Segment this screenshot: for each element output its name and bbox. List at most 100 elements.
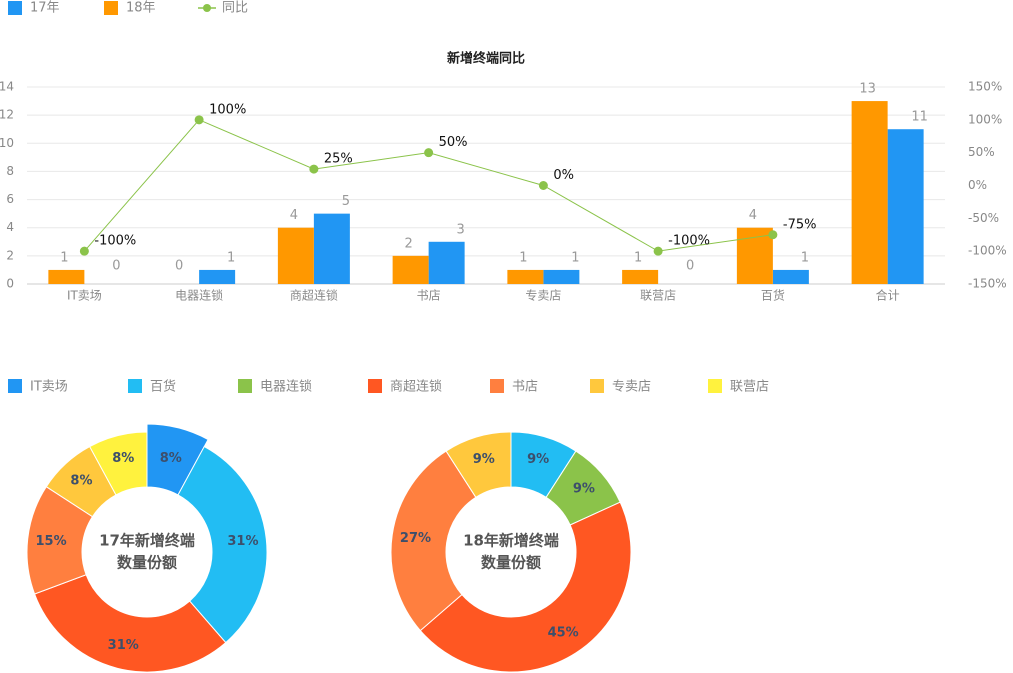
slice-label: 8% bbox=[70, 474, 92, 489]
bar bbox=[313, 213, 350, 284]
y2-tick-label: -150% bbox=[968, 277, 1007, 291]
y-tick-label: 2 bbox=[6, 248, 14, 262]
line-point bbox=[424, 148, 434, 158]
y2-tick-label: -50% bbox=[968, 211, 999, 225]
bar-value-label: 1 bbox=[60, 250, 68, 265]
legend-label: 同比 bbox=[222, 1, 248, 16]
bar-value-label: 1 bbox=[227, 250, 235, 265]
y-tick-label: 14 bbox=[0, 80, 14, 94]
donut-slice bbox=[89, 431, 148, 496]
legend-label: 联营店 bbox=[730, 380, 769, 395]
donut-slice bbox=[419, 501, 632, 673]
y-tick-label: 4 bbox=[6, 220, 14, 234]
bar bbox=[428, 241, 465, 284]
line-point bbox=[79, 246, 89, 256]
legend-swatch bbox=[128, 379, 142, 393]
slice-label: 9% bbox=[473, 452, 495, 467]
line-value-label: -100% bbox=[668, 234, 710, 249]
donut-center-label: 17年新增终端 bbox=[99, 532, 195, 550]
bar-value-label: 11 bbox=[911, 110, 928, 125]
bar bbox=[392, 255, 429, 284]
legend-swatch bbox=[590, 379, 604, 393]
y2-tick-label: 150% bbox=[968, 80, 1002, 94]
bar-value-label: 1 bbox=[801, 250, 809, 265]
slice-label: 45% bbox=[548, 626, 579, 641]
slice-label: 15% bbox=[36, 534, 67, 549]
bar bbox=[199, 269, 236, 284]
line-point bbox=[194, 115, 204, 125]
bar-value-label: 13 bbox=[859, 82, 876, 97]
y2-tick-label: -100% bbox=[968, 244, 1007, 258]
legend-swatch bbox=[368, 379, 382, 393]
slice-label: 31% bbox=[108, 638, 139, 653]
y2-tick-label: 100% bbox=[968, 112, 1002, 126]
legend-swatch bbox=[238, 379, 252, 393]
bar bbox=[543, 269, 580, 284]
slice-label: 9% bbox=[573, 481, 595, 496]
chart-title: 新增终端同比 bbox=[447, 51, 525, 67]
legend-label: 百货 bbox=[150, 379, 176, 395]
slice-label: 8% bbox=[112, 451, 134, 466]
y-tick-label: 8 bbox=[6, 164, 14, 178]
legend-label: 电器连锁 bbox=[260, 379, 312, 395]
y-tick-label: 6 bbox=[6, 192, 14, 206]
x-tick-label: IT卖场 bbox=[67, 289, 102, 303]
line-point bbox=[653, 246, 663, 256]
donut-center-label: 数量份额 bbox=[117, 554, 177, 572]
line-value-label: 100% bbox=[209, 102, 246, 117]
y2-tick-label: 0% bbox=[968, 178, 987, 192]
legend-swatch bbox=[490, 379, 504, 393]
legend-label: 17年 bbox=[30, 1, 60, 16]
bar-value-label: 1 bbox=[571, 250, 579, 265]
bar-value-label: 1 bbox=[634, 250, 642, 265]
bar-value-label: 4 bbox=[290, 208, 298, 223]
donut-center-label: 数量份额 bbox=[481, 554, 541, 572]
bar-value-label: 5 bbox=[342, 194, 350, 209]
bar bbox=[887, 129, 924, 284]
line-value-label: -100% bbox=[94, 234, 136, 249]
bar bbox=[736, 227, 773, 284]
y-tick-label: 12 bbox=[0, 108, 14, 122]
y-tick-label: 10 bbox=[0, 136, 14, 150]
slice-label: 27% bbox=[400, 531, 431, 546]
bar-value-label: 0 bbox=[112, 259, 120, 274]
legend-label: 18年 bbox=[126, 1, 156, 16]
donut-center-label: 18年新增终端 bbox=[463, 532, 559, 550]
bar-value-label: 0 bbox=[175, 259, 183, 274]
x-tick-label: 联营店 bbox=[640, 289, 676, 303]
legend-swatch bbox=[8, 1, 22, 15]
bar-value-label: 0 bbox=[686, 259, 694, 274]
bar-value-label: 3 bbox=[456, 222, 464, 237]
legend-swatch bbox=[104, 1, 118, 15]
y-tick-label: 0 bbox=[6, 277, 14, 291]
bar bbox=[507, 269, 544, 284]
bar bbox=[48, 269, 85, 284]
bar bbox=[851, 101, 888, 284]
x-tick-label: 百货 bbox=[761, 288, 785, 303]
legend-swatch bbox=[708, 379, 722, 393]
bar bbox=[622, 269, 659, 284]
line-value-label: -75% bbox=[783, 217, 817, 232]
donut-slice bbox=[146, 423, 209, 496]
line-point bbox=[309, 164, 319, 174]
legend-label: 书店 bbox=[512, 380, 538, 395]
legend-dot bbox=[203, 4, 211, 12]
bar-value-label: 4 bbox=[749, 208, 757, 223]
x-tick-label: 书店 bbox=[417, 289, 441, 303]
bar-value-label: 2 bbox=[404, 236, 412, 251]
line-point bbox=[538, 181, 548, 190]
donut-slice bbox=[390, 450, 477, 632]
legend-swatch bbox=[8, 379, 22, 393]
line bbox=[83, 119, 773, 252]
legend-label: IT卖场 bbox=[30, 380, 68, 395]
line-value-label: 25% bbox=[324, 152, 353, 167]
legend-label: 商超连锁 bbox=[390, 379, 442, 395]
line-value-label: 50% bbox=[439, 135, 468, 150]
bar bbox=[772, 269, 809, 284]
legend-label: 专卖店 bbox=[612, 380, 651, 395]
donut-slice bbox=[445, 431, 512, 499]
x-tick-label: 商超连锁 bbox=[290, 288, 338, 303]
slice-label: 31% bbox=[227, 534, 258, 549]
donut-slice bbox=[33, 574, 227, 673]
